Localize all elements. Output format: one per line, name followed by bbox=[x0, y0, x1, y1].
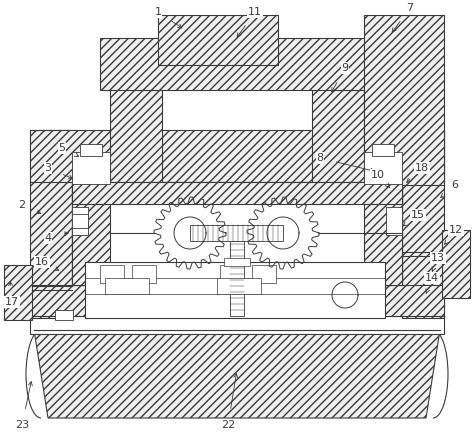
Bar bbox=[72, 152, 110, 184]
Bar bbox=[100, 265, 124, 283]
Bar bbox=[72, 182, 110, 285]
Bar bbox=[217, 278, 261, 294]
Text: 17: 17 bbox=[5, 297, 19, 307]
Text: 15: 15 bbox=[411, 210, 425, 220]
Bar bbox=[442, 230, 470, 298]
Bar bbox=[72, 182, 402, 204]
Bar bbox=[30, 285, 444, 316]
Bar bbox=[402, 130, 444, 318]
Bar bbox=[85, 262, 385, 318]
Bar bbox=[72, 207, 88, 235]
Text: 1: 1 bbox=[155, 7, 162, 17]
Polygon shape bbox=[34, 330, 440, 418]
Bar bbox=[386, 207, 402, 235]
Text: 11: 11 bbox=[248, 7, 262, 17]
Bar bbox=[312, 60, 364, 182]
Bar bbox=[190, 225, 283, 241]
Bar bbox=[105, 278, 149, 294]
Text: 14: 14 bbox=[425, 273, 439, 283]
Text: 7: 7 bbox=[406, 3, 413, 13]
Text: 2: 2 bbox=[18, 200, 26, 210]
Text: 9: 9 bbox=[341, 63, 348, 73]
Text: 23: 23 bbox=[15, 420, 29, 430]
Bar bbox=[72, 214, 88, 228]
Text: 22: 22 bbox=[221, 420, 235, 430]
Bar bbox=[72, 182, 402, 285]
Bar bbox=[4, 265, 32, 320]
Bar bbox=[364, 15, 444, 185]
Text: 12: 12 bbox=[449, 225, 463, 235]
Text: 4: 4 bbox=[45, 233, 52, 243]
Bar bbox=[372, 144, 394, 156]
Bar bbox=[100, 38, 374, 90]
Bar bbox=[30, 130, 72, 318]
Bar bbox=[110, 60, 162, 182]
Bar bbox=[55, 310, 73, 320]
Bar bbox=[364, 152, 402, 184]
Bar bbox=[230, 241, 244, 316]
Text: 10: 10 bbox=[371, 170, 385, 180]
Text: 16: 16 bbox=[35, 257, 49, 267]
Bar bbox=[364, 182, 402, 285]
Bar bbox=[220, 265, 244, 283]
Text: 8: 8 bbox=[317, 153, 324, 163]
Bar bbox=[30, 130, 444, 182]
Text: 13: 13 bbox=[431, 253, 445, 263]
Bar bbox=[80, 144, 102, 156]
Bar bbox=[224, 258, 250, 266]
Text: 5: 5 bbox=[58, 143, 65, 153]
Bar bbox=[132, 265, 156, 283]
Bar bbox=[252, 265, 276, 283]
Text: 18: 18 bbox=[415, 163, 429, 173]
Text: 6: 6 bbox=[452, 180, 458, 190]
Text: 3: 3 bbox=[45, 163, 52, 173]
Bar bbox=[30, 316, 444, 334]
Bar bbox=[158, 15, 278, 65]
